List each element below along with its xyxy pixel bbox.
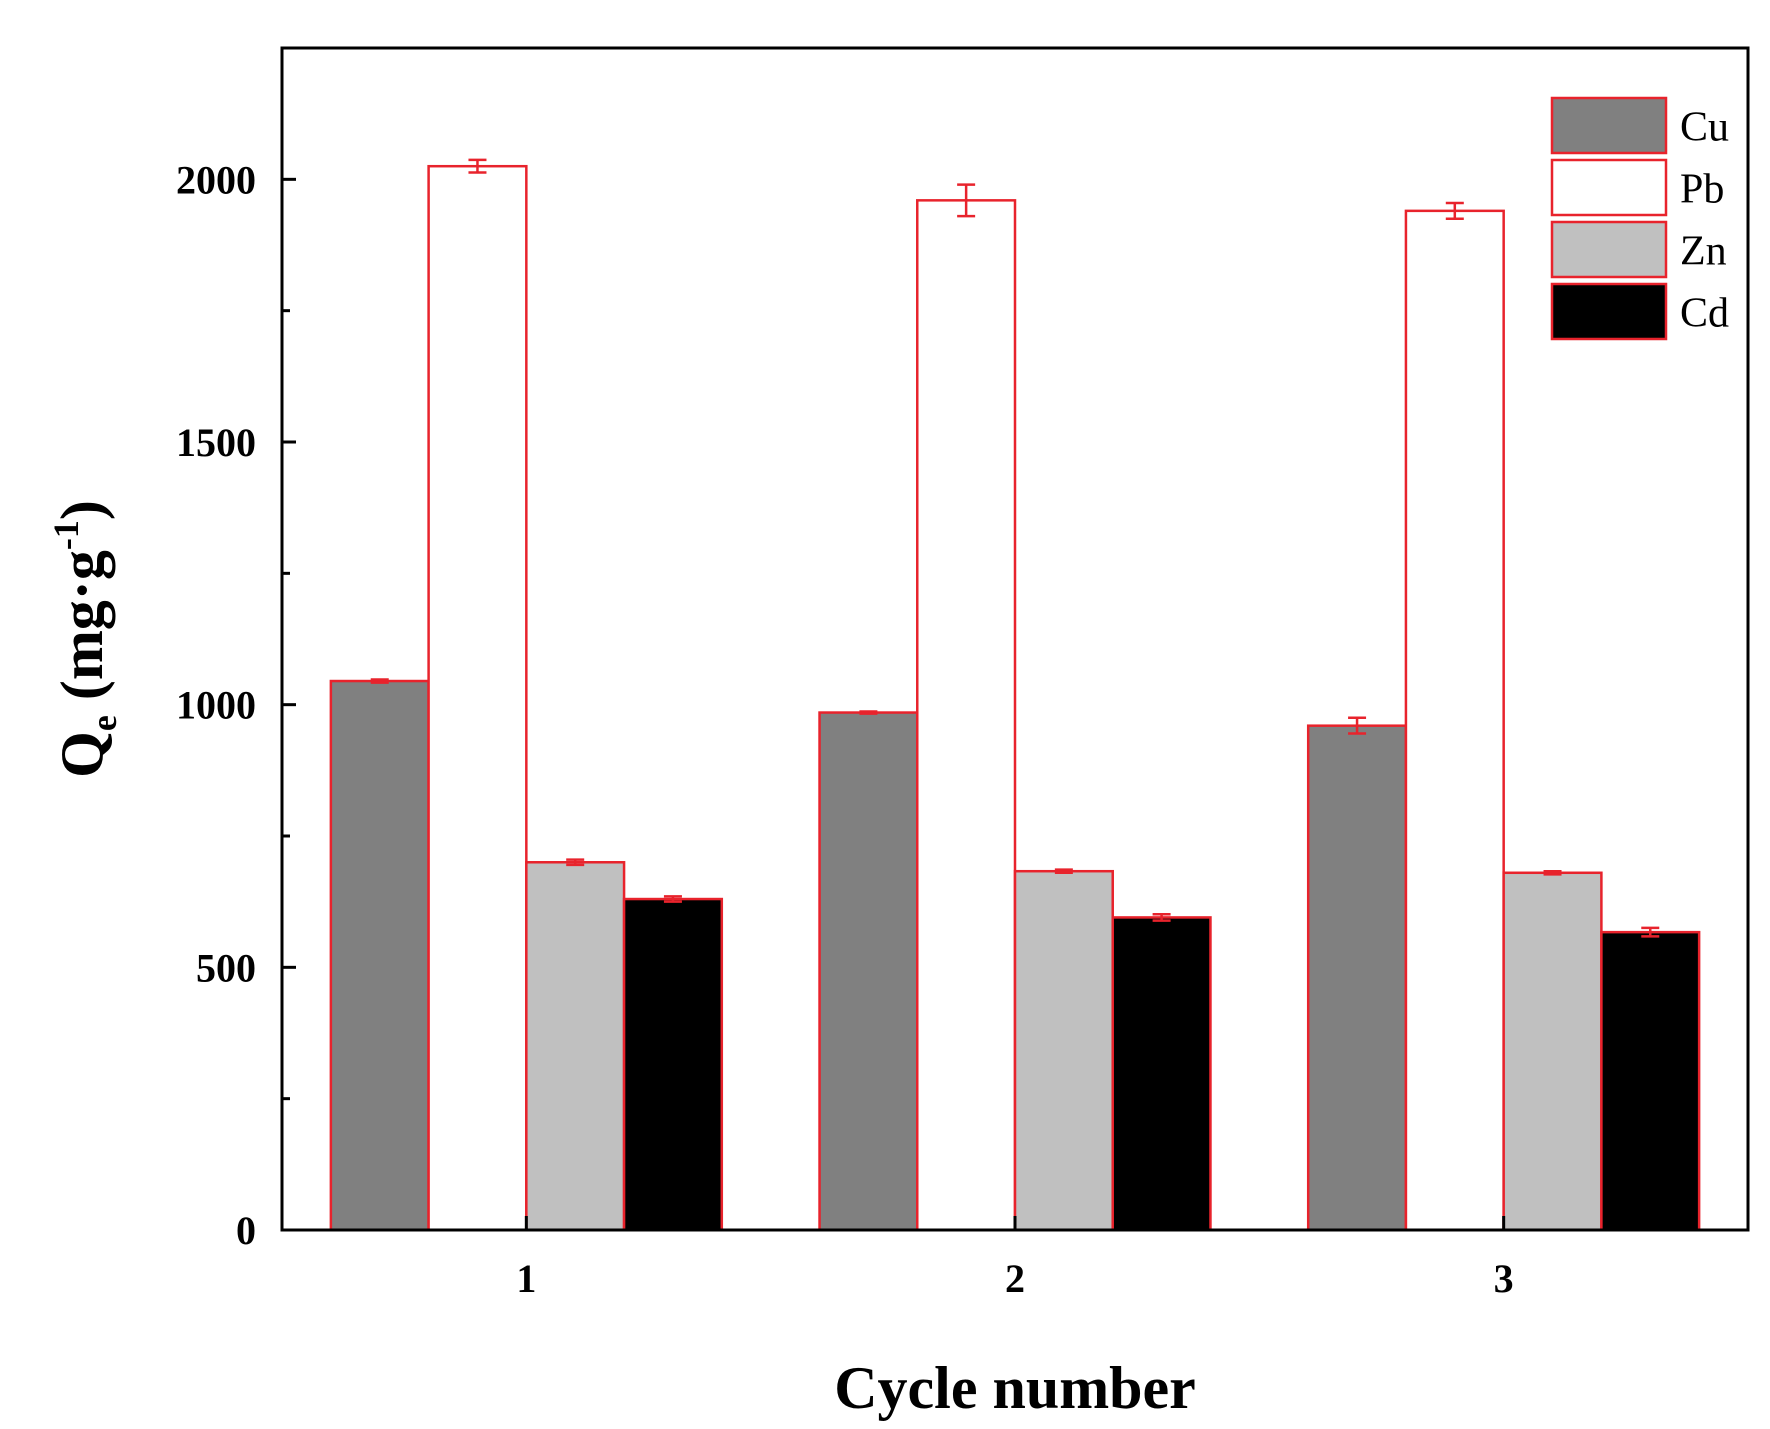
bar-zn — [1502, 871, 1603, 1232]
error-bar-zn — [1543, 869, 1562, 876]
bar-cu — [329, 679, 430, 1232]
y-axis-title-subscript: e — [84, 715, 124, 731]
bar-pb — [427, 164, 528, 1232]
error-bar-pb — [957, 183, 976, 218]
error-bar-zn — [566, 858, 585, 867]
bar-pb — [916, 199, 1017, 1232]
x-tick-label: 1 — [516, 1256, 536, 1301]
y-axis-title-main: Q — [49, 731, 115, 778]
y-axis-title-close: ) — [49, 500, 115, 520]
error-bar-cu — [370, 678, 389, 684]
y-tick-label: 1000 — [176, 683, 256, 728]
legend-label-pb: Pb — [1680, 167, 1724, 213]
bar-zn — [525, 861, 626, 1232]
y-tick-label: 0 — [236, 1208, 256, 1253]
error-bar-cd — [1152, 913, 1171, 922]
error-bar-cd — [1641, 926, 1660, 938]
axis-ticks: 0 500 1000 1500 2000 1 2 3 — [176, 157, 1514, 1301]
x-tick-label: 2 — [1005, 1256, 1025, 1301]
bar-cd — [1111, 916, 1212, 1232]
legend-label-zn: Zn — [1680, 229, 1727, 275]
legend: Cu Pb Zn Cd — [1550, 96, 1729, 341]
x-tick-label: 3 — [1494, 1256, 1514, 1301]
y-tick-label: 1500 — [176, 420, 256, 465]
legend-swatch-cu — [1550, 96, 1668, 155]
error-bar-cu — [1348, 716, 1367, 735]
legend-label-cd: Cd — [1680, 291, 1729, 337]
y-axis-title-unit: (mg·g — [49, 550, 115, 715]
bar-cu — [1306, 724, 1408, 1232]
bars — [329, 164, 1701, 1232]
error-bar-zn — [1054, 868, 1073, 875]
bar-cd — [622, 897, 724, 1232]
error-bar-pb — [468, 158, 487, 174]
bar-zn — [1013, 869, 1114, 1232]
y-axis-title-superscript: -1 — [46, 520, 86, 550]
y-tick-label: 500 — [196, 945, 256, 990]
bar-pb — [1404, 209, 1505, 1232]
legend-label-cu: Cu — [1680, 105, 1729, 151]
error-bar-cd — [663, 895, 682, 903]
legend-swatch-zn — [1550, 220, 1668, 279]
x-axis-title: Cycle number — [834, 1355, 1196, 1421]
error-bar-cu — [859, 710, 878, 715]
error-bars — [370, 158, 1660, 938]
error-bar-pb — [1445, 201, 1464, 220]
legend-swatch-cd — [1550, 282, 1668, 341]
bar-cu — [818, 711, 919, 1232]
bar-cd — [1600, 930, 1701, 1232]
legend-swatch-pb — [1550, 158, 1668, 217]
y-axis-title: Qe (mg·g-1) — [46, 500, 124, 778]
y-tick-label: 2000 — [176, 157, 256, 202]
